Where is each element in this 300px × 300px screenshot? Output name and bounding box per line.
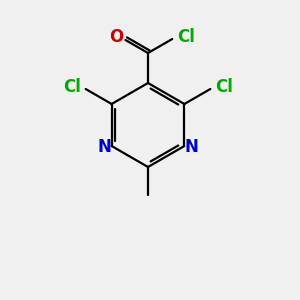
Text: Cl: Cl <box>177 28 195 46</box>
Text: Cl: Cl <box>215 78 233 96</box>
Text: N: N <box>184 138 198 156</box>
Text: O: O <box>110 28 124 46</box>
Text: N: N <box>98 138 112 156</box>
Text: Cl: Cl <box>63 78 81 96</box>
